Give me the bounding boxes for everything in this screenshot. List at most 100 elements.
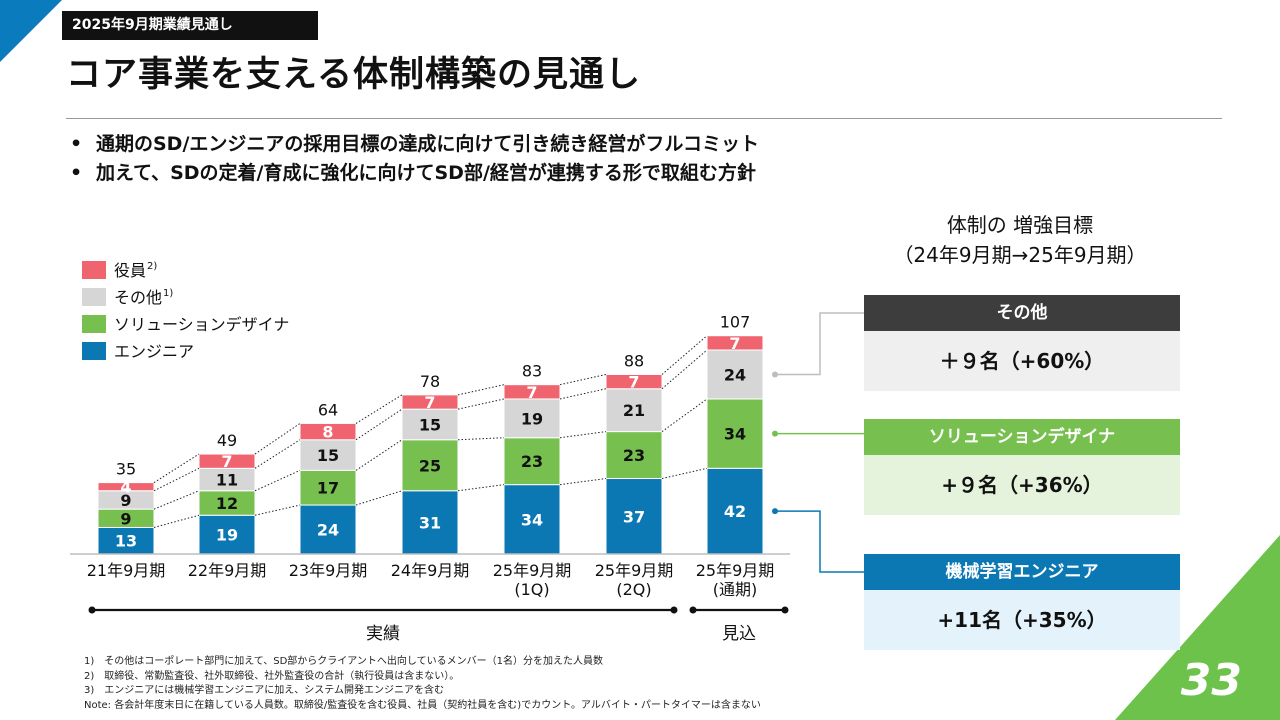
legend-swatch: [82, 261, 106, 279]
bar-value-label: 11: [216, 471, 238, 490]
bar-value-label: 9: [120, 491, 131, 510]
bar-value-label: 42: [724, 502, 746, 521]
period-end-dot: [781, 606, 789, 614]
series-connector-line: [254, 423, 301, 455]
bar-value-label: 7: [526, 383, 537, 402]
target-connector-dot: [772, 371, 778, 378]
series-connector-line: [153, 467, 200, 492]
bar-segment: [198, 453, 256, 469]
bar-value-label: 4: [120, 478, 131, 497]
legend-footnote-mark: 1): [163, 288, 173, 299]
target-box-value: +９名（+36%）: [864, 455, 1180, 515]
series-connector-line: [559, 431, 607, 439]
target-connector-dot: [772, 508, 778, 515]
period-end-dot: [670, 606, 678, 614]
bar-segment: [401, 408, 459, 441]
bar-segment: [706, 398, 764, 469]
bar-value-label: 13: [115, 532, 137, 551]
series-connector-line: [153, 514, 200, 528]
series-connector-line: [355, 490, 403, 506]
series-connector-line: [559, 388, 607, 400]
legend-label: その他: [114, 288, 162, 307]
bar-value-label: 19: [216, 526, 238, 545]
category-label: 25年9月期: [493, 561, 572, 580]
bar-total-label: 83: [522, 362, 542, 381]
series-connector-line: [661, 349, 708, 390]
target-connector-line: [775, 312, 864, 376]
section-tag: 2025年9月期業績見通し: [62, 11, 318, 40]
target-connectors: [772, 312, 864, 573]
bar-segment: [97, 482, 155, 492]
bar-segment: [299, 439, 357, 471]
period-end-dot: [689, 606, 697, 614]
stacked-bar-chart: 役員 2)その他 1)ソリューションデザイナエンジニア139943521年9月期19…: [70, 261, 790, 644]
target-heading: 体制の 増強目標 （24年9月期→25年9月期）: [860, 210, 1180, 270]
series-connector-line: [355, 408, 403, 441]
bar-segment: [401, 394, 459, 410]
legend-footnote-mark: 2): [147, 261, 157, 272]
footnote: Note: 各会計年度末日に在籍している人員数。取締役/監査役を含む役員、社員（…: [84, 699, 761, 711]
target-connector-dot: [772, 430, 778, 437]
bar-value-label: 7: [424, 393, 435, 412]
legend-label: エンジニア: [114, 342, 194, 361]
bar-segment: [706, 349, 764, 400]
target-box-label: ソリューションデザイナ: [864, 419, 1180, 455]
bar-value-label: 15: [317, 446, 339, 465]
bar-value-label: 23: [623, 446, 645, 465]
bar-segment: [299, 422, 357, 441]
bar-segment: [401, 439, 459, 492]
category-label: (通期): [713, 580, 758, 599]
page-title: コア事業を支える体制構築の見通し: [66, 55, 641, 95]
bullet-item: 加えて、SDの定着/育成に強化に向けてSD部/経営が連携する形で取組む方針: [66, 159, 759, 188]
category-label: 22年9月期: [188, 561, 267, 580]
bullet-list: 通期のSD/エンジニアの採用目標の達成に向けて引き続き経営がフルコミット 加えて…: [66, 130, 759, 188]
bar-segment: [401, 490, 459, 555]
bar-value-label: 7: [221, 452, 232, 471]
series-connector-line: [457, 437, 505, 441]
series-connector-line: [661, 335, 708, 375]
series-connector-line: [153, 453, 200, 484]
series-connector-line: [559, 478, 607, 486]
bar-total-label: 78: [420, 372, 440, 391]
category-label: 25年9月期: [595, 561, 674, 580]
bar-value-label: 19: [521, 409, 543, 428]
series-connector-line: [661, 398, 708, 433]
period-label: 実績: [366, 624, 400, 644]
bar-value-label: 7: [628, 373, 639, 392]
series-connector-line: [254, 439, 301, 469]
bar-value-label: 31: [419, 513, 441, 532]
footnote: 2) 取締役、常勤監査役、社外取締役、社外監査役の合計（執行役員は含まない）。: [84, 670, 460, 682]
period-label: 見込: [722, 624, 756, 644]
target-box-value: +11名（+35%）: [864, 590, 1180, 650]
series-connector-line: [254, 469, 301, 492]
target-heading-line1: 体制の 増強目標: [946, 213, 1094, 237]
bar-value-label: 9: [120, 509, 131, 528]
period-end-dot: [88, 606, 96, 614]
target-box-value: ＋９名（+60%）: [864, 331, 1180, 391]
bullet-item: 通期のSD/エンジニアの採用目標の達成に向けて引き続き経営がフルコミット: [66, 130, 759, 159]
footnotes: 1) その他はコーポレート部門に加えて、SD部からクライアントへ出向しているメン…: [84, 655, 761, 713]
series-connector-line: [457, 384, 505, 396]
bar-value-label: 34: [724, 425, 746, 444]
bar-total-label: 35: [116, 460, 136, 479]
target-box-solution-designer: ソリューションデザイナ +９名（+36%）: [864, 419, 1180, 515]
target-box-other: その他 ＋９名（+60%）: [864, 295, 1180, 391]
category-label: 21年9月期: [87, 561, 166, 580]
series-connector-line: [559, 373, 607, 386]
target-box-ml-engineer: 機械学習エンジニア +11名（+35%）: [864, 554, 1180, 650]
bar-value-label: 15: [419, 415, 441, 434]
bar-value-label: 34: [521, 510, 543, 529]
category-label: 24年9月期: [391, 561, 470, 580]
bar-value-label: 7: [729, 334, 740, 353]
bar-segment: [605, 373, 663, 390]
bar-segment: [706, 335, 764, 351]
bar-segment: [605, 388, 663, 433]
footnote: 3) エンジニアには機械学習エンジニアに加え、システム開発エンジニアを含む: [84, 685, 444, 696]
target-connector-line: [775, 510, 864, 573]
series-connector-line: [355, 394, 403, 424]
title-divider: [66, 118, 1222, 119]
corner-decoration-top-left: [0, 0, 62, 62]
target-heading-line2: （24年9月期→25年9月期）: [893, 243, 1147, 267]
series-connector-line: [661, 467, 708, 480]
